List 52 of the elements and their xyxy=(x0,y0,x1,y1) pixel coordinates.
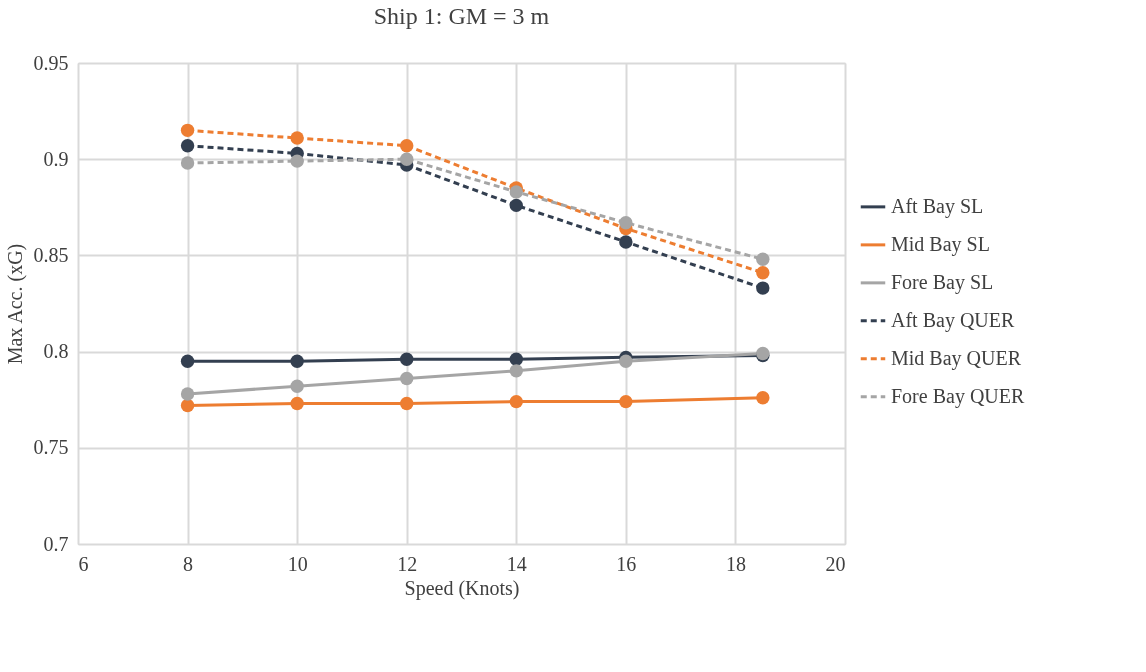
point xyxy=(756,266,770,280)
point xyxy=(756,281,770,295)
legend-label: Aft Bay SL xyxy=(891,194,984,218)
legend-label: Mid Bay SL xyxy=(891,232,990,256)
x-tick-label: 18 xyxy=(725,552,746,575)
point xyxy=(400,139,414,153)
point xyxy=(180,387,195,401)
point xyxy=(400,152,414,166)
y-tick-label: 0.75 xyxy=(33,436,69,459)
point xyxy=(180,354,195,368)
point xyxy=(180,156,195,170)
point xyxy=(400,396,414,411)
x-tick-label: 16 xyxy=(616,552,637,575)
legend-label: Aft Bay QUER xyxy=(891,308,1015,332)
point xyxy=(509,352,523,366)
point xyxy=(290,154,304,168)
point xyxy=(619,235,633,249)
point xyxy=(509,394,523,409)
point xyxy=(290,354,304,368)
x-tick-label: 12 xyxy=(397,552,418,575)
y-tick-label: 0.95 xyxy=(33,51,69,74)
y-tick-label: 0.9 xyxy=(43,147,69,170)
point xyxy=(180,139,195,153)
point xyxy=(509,185,523,199)
x-tick-label: 6 xyxy=(78,552,89,575)
point xyxy=(619,354,633,368)
point xyxy=(400,371,414,386)
y-tick-label: 0.7 xyxy=(43,532,69,555)
y-tick-label: 0.85 xyxy=(33,243,69,266)
point xyxy=(619,394,633,409)
chart-title: Ship 1: GM = 3 m xyxy=(373,3,550,29)
legend-label: Fore Bay QUER xyxy=(891,384,1025,408)
y-axis-title: Max Acc. (xG) xyxy=(3,243,27,365)
point xyxy=(290,396,304,411)
point xyxy=(180,123,195,138)
point xyxy=(756,391,770,405)
point xyxy=(180,398,195,413)
point xyxy=(756,252,770,266)
x-tick-label: 20 xyxy=(825,552,846,575)
legend-label: Mid Bay QUER xyxy=(891,346,1022,370)
x-tick-label: 14 xyxy=(506,552,527,575)
x-axis-title: Speed (Knots) xyxy=(404,576,520,600)
point xyxy=(509,364,523,378)
point xyxy=(509,198,523,213)
point xyxy=(290,131,304,145)
x-tick-label: 10 xyxy=(287,552,308,575)
point xyxy=(619,216,633,230)
point xyxy=(290,379,304,393)
x-tick-label: 8 xyxy=(183,552,194,575)
y-tick-label: 0.8 xyxy=(43,340,69,363)
point xyxy=(400,352,414,366)
legend-label: Fore Bay SL xyxy=(891,270,994,294)
